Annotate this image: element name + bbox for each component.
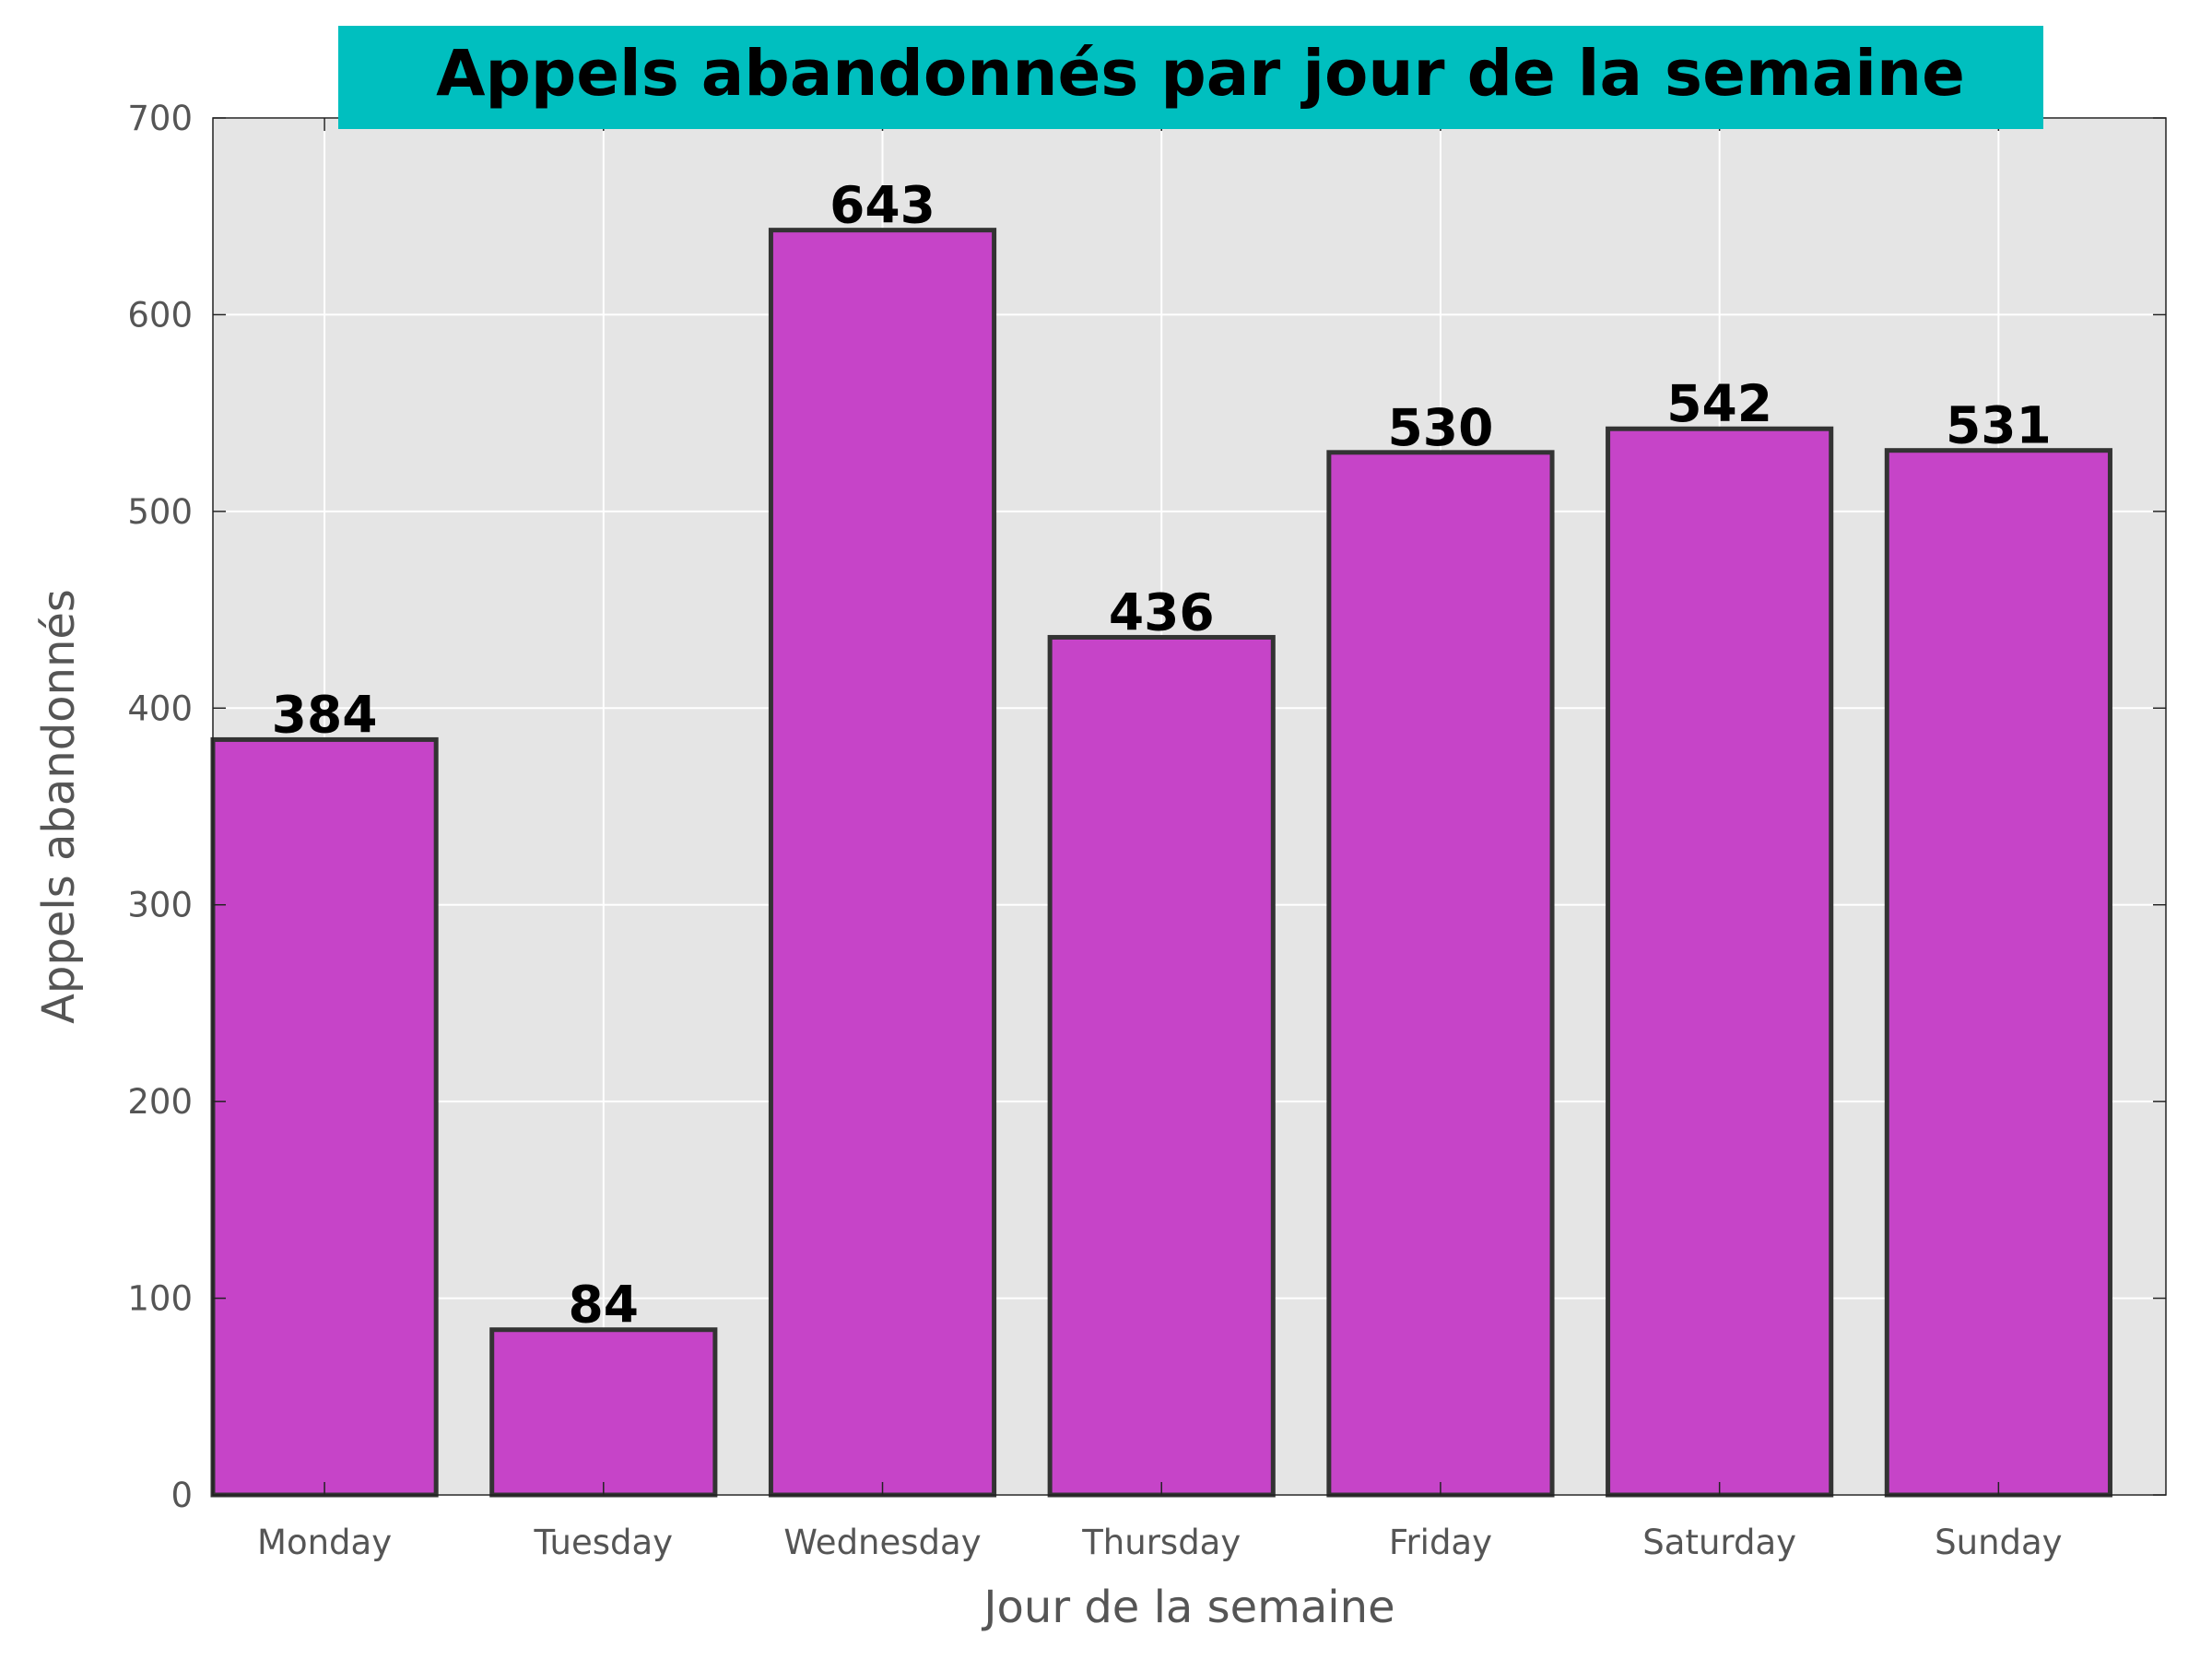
bar-friday <box>1326 450 1555 1498</box>
chart-title-background <box>338 26 2043 129</box>
bar-thursday <box>1047 634 1276 1498</box>
y-tick-label: 700 <box>127 99 193 138</box>
x-tick-label: Sunday <box>1935 1523 2062 1562</box>
x-tick-label: Tuesday <box>534 1523 674 1562</box>
x-axis-tick-labels: Monday Tuesday Wednesday Thursday Friday Satu… <box>257 1523 2063 1562</box>
y-tick-label: 200 <box>127 1082 193 1122</box>
y-tick-label: 500 <box>127 492 193 532</box>
chart-title: Appels abandonnés par jour de la semaine <box>436 37 1965 111</box>
y-tick-label: 300 <box>127 886 193 925</box>
y-tick-label: 600 <box>127 295 193 335</box>
bar-sunday <box>1884 448 2112 1498</box>
y-axis-title: Appels abandonnés <box>33 589 85 1024</box>
x-axis-title: Jour de la semaine <box>981 1582 1394 1633</box>
x-tick-label: Friday <box>1389 1523 1492 1562</box>
bar-wednesday <box>768 228 997 1498</box>
y-tick-label: 100 <box>127 1279 193 1319</box>
bar-value-label: 384 <box>272 685 378 744</box>
bar-value-label: 436 <box>1109 582 1215 641</box>
bar-value-label: 84 <box>569 1276 640 1335</box>
bar-value-label: 643 <box>830 176 935 235</box>
x-tick-label: Wednesday <box>783 1523 981 1562</box>
bars <box>210 228 2112 1498</box>
chart-title-box: Appels abandonnés par jour de la semaine <box>338 26 2043 129</box>
bar-monday <box>210 736 439 1498</box>
y-tick-label: 400 <box>127 688 193 728</box>
bar-value-labels: 384 84 643 436 530 542 531 <box>272 176 2052 1335</box>
bar-tuesday <box>489 1327 718 1498</box>
x-tick-label: Thursday <box>1081 1523 1241 1562</box>
bar-value-label: 530 <box>1388 398 1494 457</box>
y-axis-tick-labels: 0 100 200 300 400 500 600 700 <box>127 99 193 1515</box>
x-tick-label: Monday <box>257 1523 392 1562</box>
y-tick-label: 0 <box>171 1476 193 1515</box>
bar-saturday <box>1606 426 1834 1498</box>
bar-value-label: 531 <box>1946 396 2052 455</box>
x-tick-label: Saturday <box>1642 1523 1796 1562</box>
bar-value-label: 542 <box>1666 374 1772 433</box>
